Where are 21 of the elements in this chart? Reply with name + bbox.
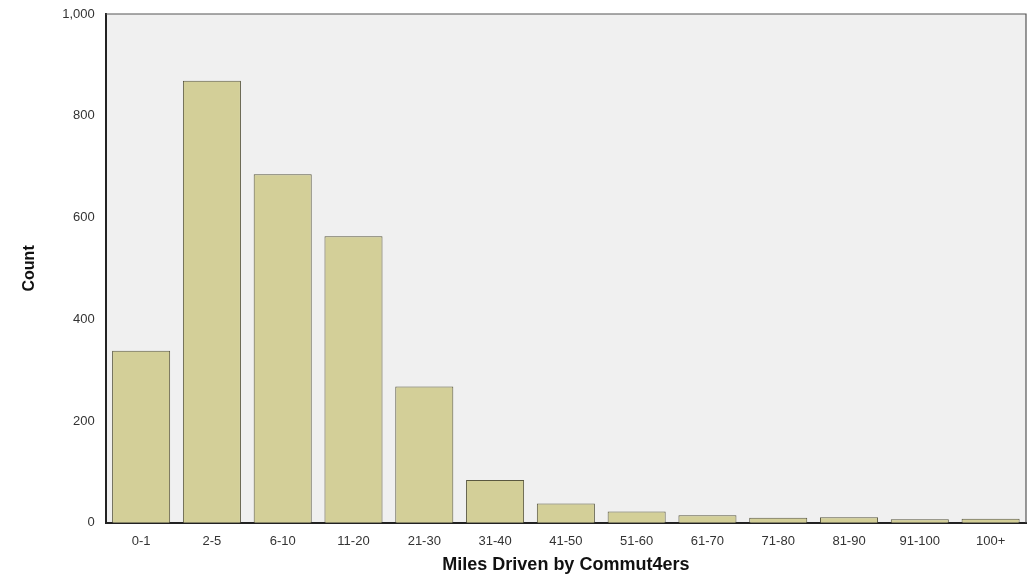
- y-axis-title: Count: [20, 244, 38, 292]
- y-tick-label: 400: [73, 310, 95, 326]
- x-tick-label: 81-90: [832, 533, 866, 549]
- y-tick-label: 200: [73, 412, 95, 428]
- x-tick-label: 100+: [975, 533, 1006, 549]
- x-tick-label: 61-70: [690, 533, 725, 549]
- x-tick-label: 51-60: [620, 533, 654, 549]
- x-tick-label: 21-30: [407, 533, 441, 549]
- y-tick-label: 0: [87, 514, 95, 530]
- x-tick-label: 91-100: [899, 533, 941, 549]
- y-tick-label: 800: [73, 107, 95, 123]
- x-tick-label: 6-10: [269, 533, 296, 549]
- x-tick-label: 0-1: [131, 533, 151, 549]
- y-tick-label: 1,000: [62, 5, 95, 21]
- x-axis-title: Miles Driven by Commut4ers: [442, 554, 690, 575]
- x-tick-label: 2-5: [202, 533, 222, 549]
- x-tick-label: 71-80: [761, 533, 795, 549]
- x-tick-label: 41-50: [549, 533, 583, 549]
- x-tick-label: 11-20: [337, 533, 370, 549]
- y-tick-label: 600: [73, 209, 95, 225]
- x-tick-label: 31-40: [478, 533, 512, 549]
